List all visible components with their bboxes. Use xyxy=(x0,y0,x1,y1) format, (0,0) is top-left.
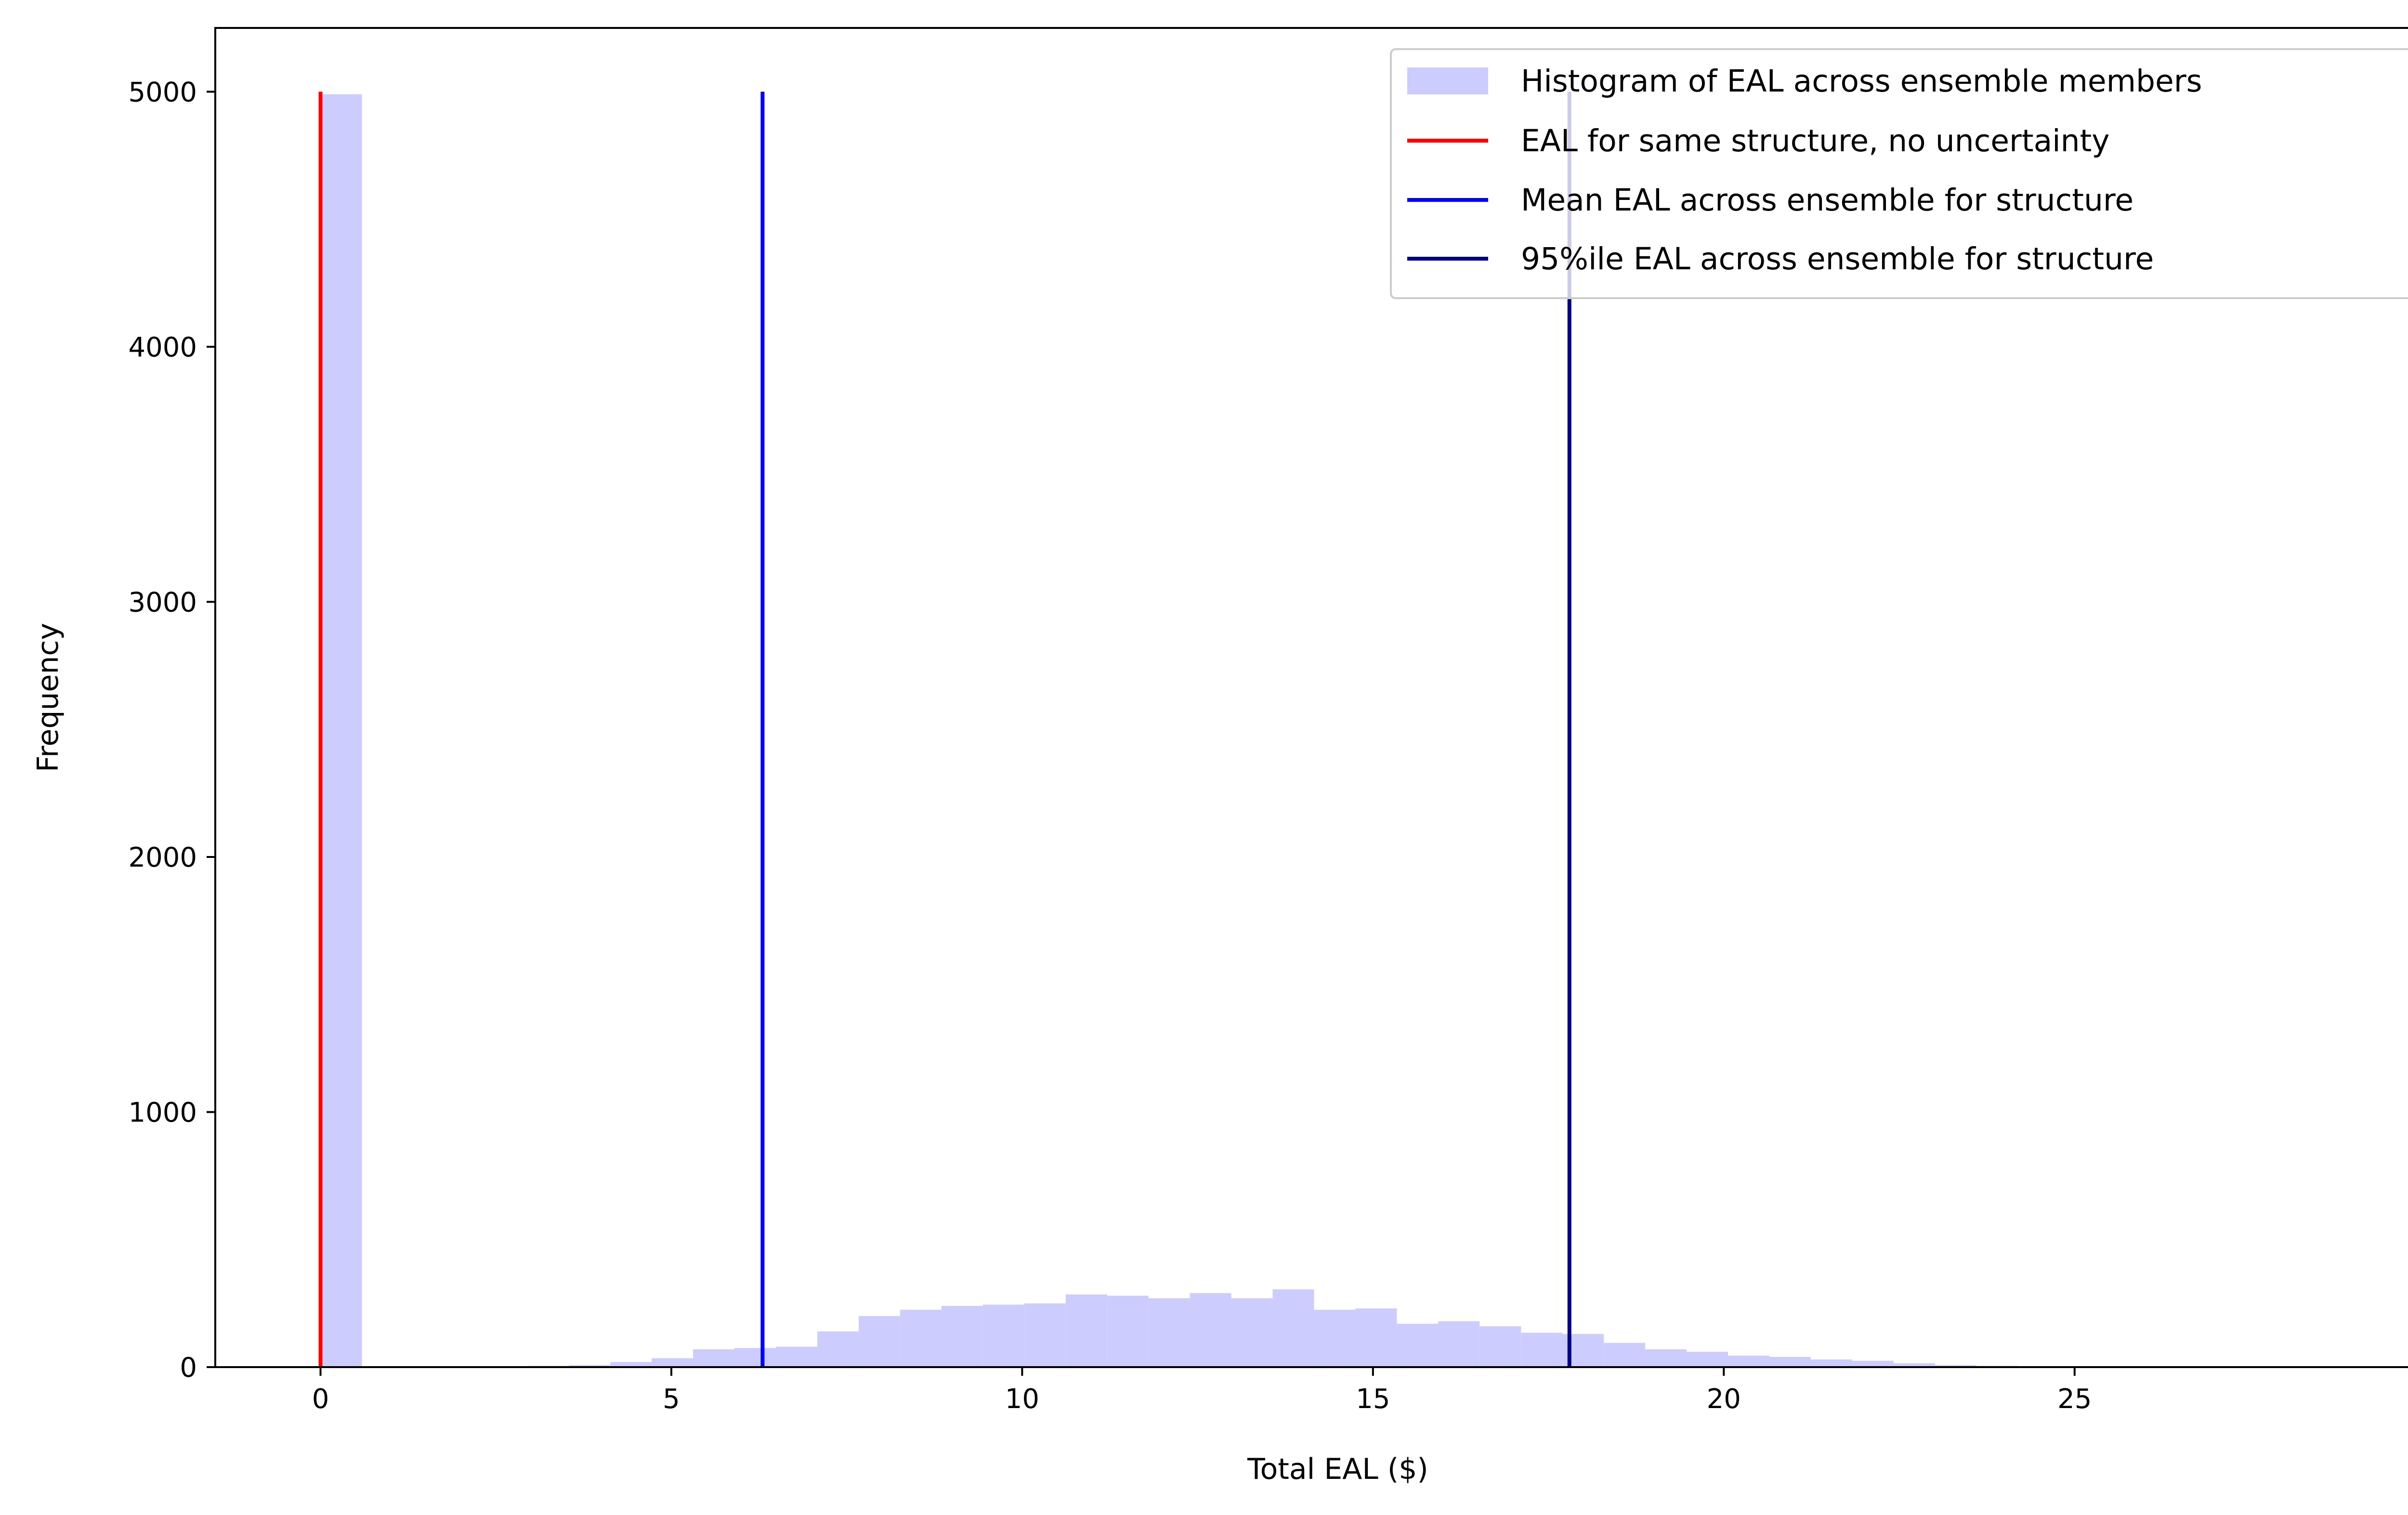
reference-lines xyxy=(318,92,1571,1367)
histogram-bar xyxy=(900,1309,942,1367)
legend-label: 95%ile EAL across ensemble for structure xyxy=(1521,241,2154,277)
x-axis-title: Total EAL ($) xyxy=(1247,1452,1428,1486)
x-tick-label: 20 xyxy=(1707,1383,1741,1415)
histogram-bar xyxy=(1355,1308,1397,1367)
x-tick-label: 25 xyxy=(2057,1383,2092,1415)
y-axis-ticks: 0 1000 2000 3000 4000 5000 xyxy=(128,77,215,1383)
histogram-bar xyxy=(982,1304,1024,1367)
legend-label: Histogram of EAL across ensemble members xyxy=(1521,64,2202,99)
histogram-bar xyxy=(1065,1294,1107,1367)
histogram-bar xyxy=(1148,1298,1190,1367)
histogram-bar xyxy=(776,1346,817,1367)
histogram-bar xyxy=(1935,1365,1976,1367)
histogram-bar xyxy=(1231,1298,1273,1367)
histogram-bar xyxy=(1438,1321,1480,1367)
y-tick-label: 4000 xyxy=(128,332,197,363)
y-tick-label: 3000 xyxy=(128,587,197,618)
histogram-bar xyxy=(858,1316,900,1367)
histogram-bar xyxy=(1521,1332,1563,1367)
legend-label: Mean EAL across ensemble for structure xyxy=(1521,183,2133,218)
legend-swatch xyxy=(1407,67,1488,94)
histogram-bar xyxy=(1687,1352,1728,1367)
x-axis-ticks: 051015202530 xyxy=(312,1367,2092,1415)
y-tick-label: 5000 xyxy=(128,77,197,108)
histogram-bar xyxy=(652,1358,694,1367)
histogram-bar xyxy=(1479,1326,1521,1367)
y-tick-label: 2000 xyxy=(128,842,197,873)
histogram-bar xyxy=(1645,1349,1687,1367)
histogram-bar xyxy=(1893,1363,1935,1367)
histogram-bar xyxy=(941,1305,983,1367)
histogram-bar xyxy=(817,1331,859,1367)
legend-items: Histogram of EAL across ensemble members… xyxy=(1407,64,2202,277)
y-tick-label: 0 xyxy=(180,1352,197,1383)
legend-box xyxy=(1390,48,2408,299)
x-tick-label: 15 xyxy=(1356,1383,1390,1415)
histogram-bar xyxy=(1314,1309,1356,1367)
histogram-bar xyxy=(1728,1356,1769,1367)
plot-area-frame xyxy=(214,27,2408,1368)
histogram-bar xyxy=(1272,1289,1314,1367)
x-tick-label: 10 xyxy=(1005,1383,1039,1415)
histogram-bar xyxy=(693,1349,735,1367)
y-axis-title: Frequency xyxy=(31,623,65,772)
histogram-bar xyxy=(1852,1360,1894,1367)
histogram-bar xyxy=(1397,1323,1439,1367)
x-tick-label: 0 xyxy=(312,1383,329,1415)
legend-label: EAL for same structure, no uncertainty xyxy=(1521,123,2110,158)
histogram-bar xyxy=(610,1362,652,1367)
histogram-bar xyxy=(1769,1357,1811,1367)
histogram-bar xyxy=(1810,1359,1852,1367)
histogram-bar xyxy=(320,94,362,1367)
histogram-bar xyxy=(1190,1293,1231,1367)
histogram-bar xyxy=(1024,1303,1066,1367)
x-tick-label: 5 xyxy=(663,1383,680,1415)
histogram-bar xyxy=(569,1365,611,1367)
y-tick-label: 1000 xyxy=(128,1097,197,1128)
histogram-bar xyxy=(734,1348,776,1367)
legend: Histogram of EAL across ensemble members… xyxy=(1390,48,2408,299)
histogram-bar xyxy=(1107,1295,1149,1367)
histogram-bars xyxy=(320,94,2142,1367)
histogram-bar xyxy=(1604,1343,1646,1367)
